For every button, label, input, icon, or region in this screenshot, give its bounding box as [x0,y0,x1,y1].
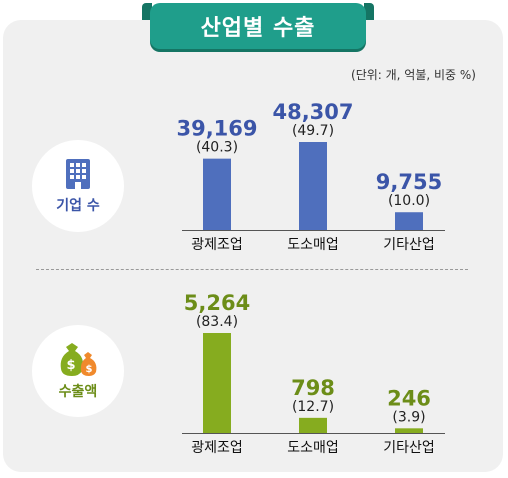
exports-badge: $ $ 수출액 [32,325,124,417]
exports-value-label: 246 [387,386,431,410]
companies-badge: 기업 수 [32,140,124,232]
exports-value-label: 798 [291,376,335,400]
companies-share-label: (10.0) [388,193,430,209]
companies-value-label: 39,169 [176,117,257,141]
exports-bar [299,417,327,433]
companies-bar [395,212,423,230]
exports-share-label: (12.7) [292,399,334,415]
exports-category-label: 도소매업 [287,440,339,456]
companies-value-label: 9,755 [376,170,442,194]
companies-share-label: (40.3) [196,140,238,156]
unit-note: (단위: 개, 억불, 비중 %) [351,68,476,82]
section-divider [36,269,468,270]
svg-text:$: $ [86,364,93,375]
exports-category-label: 기타산업 [383,440,435,456]
exports-bar [395,428,423,433]
exports-bar [203,333,231,433]
companies-value-label: 48,307 [272,100,353,124]
money-bags-icon: $ $ [60,343,97,376]
companies-category-label: 광제조업 [191,237,243,253]
companies-category-label: 기타산업 [383,237,435,253]
exports-badge-label: 수출액 [58,384,98,400]
exports-share-label: (83.4) [196,314,238,330]
page-title: 산업별 수출 [142,3,374,49]
companies-category-label: 도소매업 [287,237,339,253]
office-building-icon [66,159,90,189]
companies-bar [203,158,231,230]
exports-category-label: 광제조업 [191,440,243,456]
companies-bar [299,142,327,230]
companies-share-label: (49.7) [292,123,334,139]
exports-share-label: (3.9) [392,409,425,425]
companies-badge-label: 기업 수 [56,198,100,214]
exports-value-label: 5,264 [184,291,250,315]
svg-text:$: $ [66,358,75,373]
